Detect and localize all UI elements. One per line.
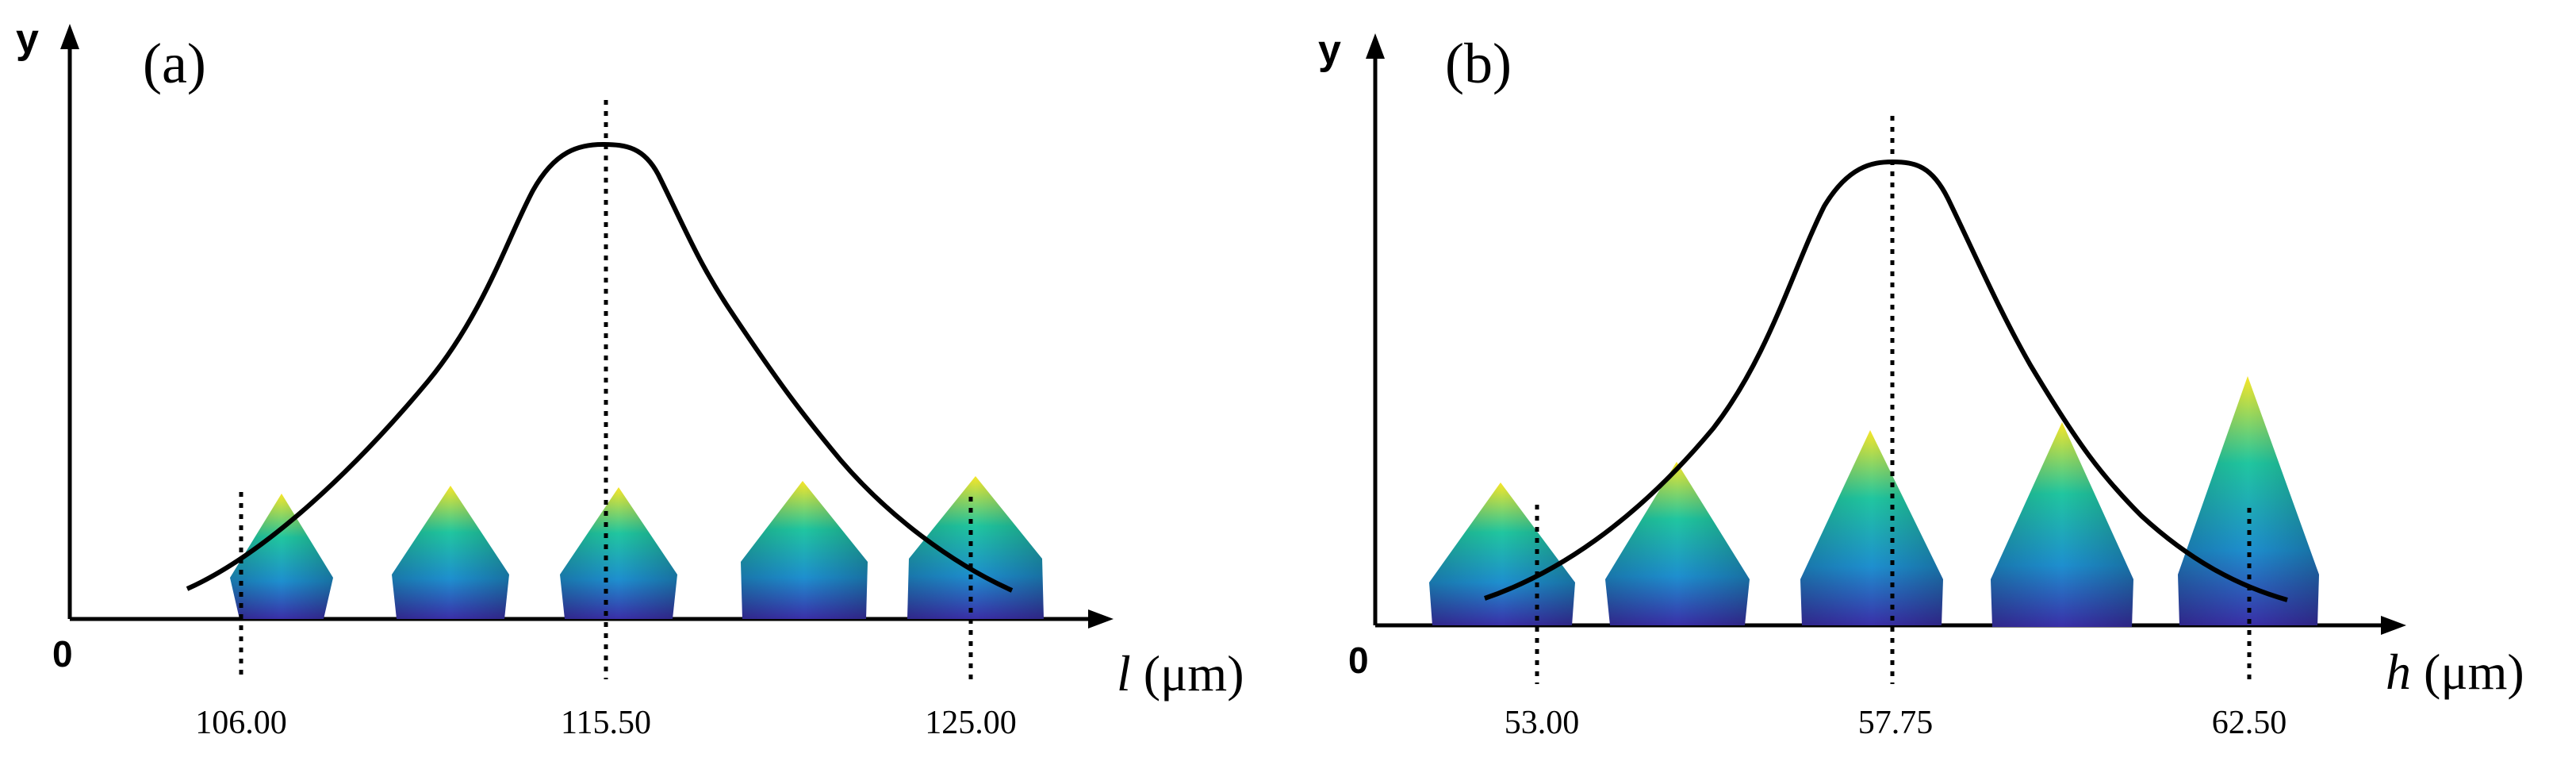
panel-a-y-label: y [16, 16, 39, 62]
panel-b-pyramid [1605, 462, 1750, 625]
panel-a-y-arrow [60, 24, 79, 49]
panel-b-y-arrow [1366, 33, 1385, 59]
panel-b-origin: 0 [1348, 640, 1369, 681]
panel-b-pyramid [2178, 376, 2319, 625]
panel-b-pyramid [1991, 422, 2133, 627]
panel-a-x-arrow [1088, 609, 1114, 629]
panel-a-pyramid [392, 486, 509, 619]
panel-b-label: (b) [1445, 32, 1512, 95]
panel-a-tick-label: 106.00 [195, 705, 287, 741]
panel-b-pyramid [1429, 482, 1575, 625]
panel-a-x-label-var: l [1117, 645, 1131, 702]
panel-a-pyramid [741, 481, 868, 619]
panel-b-pyramid [1800, 430, 1943, 625]
panel-a-pyramid [560, 487, 677, 619]
panel-b-tick-label: 62.50 [2212, 705, 2287, 741]
panel-b-distribution-curve [1484, 159, 2288, 602]
panel-a-origin: 0 [52, 633, 73, 675]
panel-a-label: (a) [143, 32, 206, 95]
panel-b-tick-label: 57.75 [1858, 705, 1934, 741]
panel-b: (b) y 0 53.00 57.75 62.50 h (μm) [1318, 27, 2524, 741]
panel-b-y-label: y [1318, 27, 1341, 73]
panel-b-x-label-unit: (μm) [2411, 644, 2524, 700]
panel-a: (a) y 0 106.00 115.50 125.00 l (μm) [16, 16, 1244, 741]
panel-a-x-label-unit: (μm) [1131, 645, 1244, 702]
panel-a-distribution-curve [186, 141, 1014, 593]
panel-a-x-label: l (μm) [1117, 645, 1244, 702]
panel-b-tick-label: 53.00 [1505, 705, 1580, 741]
panel-a-tick-label: 125.00 [925, 705, 1017, 741]
panel-b-x-label-var: h [2386, 644, 2411, 700]
panel-b-x-arrow [2381, 616, 2406, 635]
panel-a-pyramid [230, 494, 333, 619]
panel-a-pyramid [907, 476, 1044, 619]
panel-b-x-label: h (μm) [2386, 644, 2524, 700]
panel-a-tick-label: 115.50 [561, 705, 651, 741]
